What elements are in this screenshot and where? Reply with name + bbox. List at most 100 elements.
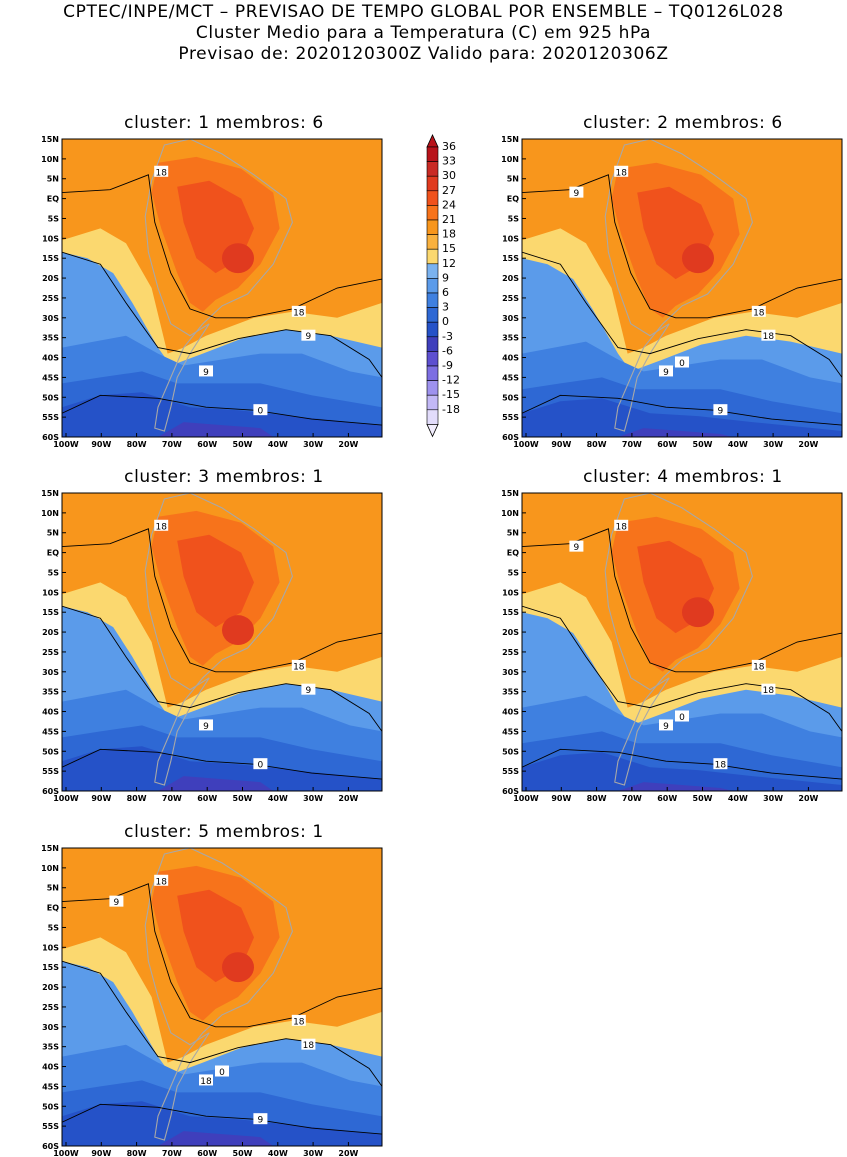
lat-tick-label: 10S <box>502 588 519 597</box>
map-panel-1: 18 18 9 9 0 15N 10N 5N EQ 5S 10S 15S 20S 25S 30S 35S 40S… <box>41 135 383 449</box>
lat-tick-label: EQ <box>507 195 519 204</box>
contour-label: 9 <box>569 540 584 553</box>
panel-2-title: cluster: 2 membros: 6 <box>583 113 783 133</box>
lat-tick-label: 20S <box>42 274 59 283</box>
lat-tick-label: 60S <box>42 433 59 442</box>
contour-line <box>62 1103 382 1135</box>
temperature-field: 18 18 9 9 0 <box>62 493 382 791</box>
contour-line <box>62 605 382 732</box>
contour-label: 18 <box>614 165 629 178</box>
colorbar-swatch <box>426 161 439 177</box>
lat-tick-label: 55S <box>502 767 519 776</box>
panel-4-title: cluster: 4 membros: 1 <box>583 467 783 487</box>
lon-tick-label: 60W <box>657 794 677 803</box>
svg-text:18: 18 <box>615 522 627 532</box>
lat-tick-label: 30S <box>42 668 59 677</box>
lat-tick-label: 5S <box>508 568 520 577</box>
map-panel-5: 18 18 18 18 9 9 0 15N 10N 5N EQ 5S 10S 15S 20S 25S 30S 35… <box>41 844 383 1157</box>
colorbar-label: 0 <box>442 315 449 328</box>
contour-label: 18 <box>761 329 776 342</box>
contour-label: 18 <box>751 305 766 318</box>
svg-text:18: 18 <box>763 686 775 696</box>
lon-tick-label: 50W <box>693 794 713 803</box>
hot-spot <box>222 952 254 983</box>
hot-spot <box>222 243 254 274</box>
colorbar-swatch <box>426 190 439 206</box>
svg-text:18: 18 <box>200 1077 212 1087</box>
lat-tick-label: 25S <box>502 294 519 303</box>
lon-tick-label: 50W <box>233 1149 253 1157</box>
map-frame <box>61 492 383 792</box>
contour-label: 18 <box>154 165 169 178</box>
lat-tick-label: 20S <box>502 628 519 637</box>
lon-tick-label: 80W <box>127 440 147 449</box>
lat-tick-label: 45S <box>42 373 59 382</box>
lat-tick-label: 50S <box>42 1102 59 1111</box>
svg-text:18: 18 <box>715 761 727 771</box>
map-panel-4: 1818189189015N10N5NEQ5S10S15S20S25S30S35… <box>501 489 843 803</box>
lat-tick-label: 10S <box>42 943 59 952</box>
map-panel-2: 181818999015N10N5NEQ5S10S15S20S25S30S35S… <box>501 135 843 449</box>
continent-outline <box>144 493 293 786</box>
contour-line <box>522 174 842 319</box>
continent-outline <box>144 848 293 1141</box>
colorbar-top-arrow <box>426 134 439 148</box>
colorbar-label: 30 <box>442 169 456 182</box>
colorbar-label: 24 <box>442 198 456 211</box>
lat-tick-label: EQ <box>47 549 59 558</box>
colorbar-swatch <box>426 351 439 367</box>
map-panel-3: 18 18 9 9 0 15N 10N 5N EQ 5S 10S 15S 20S 25S 30S 35S 40S… <box>41 489 383 803</box>
shaded-region-r27 <box>177 534 254 628</box>
shaded-region-p1 <box>158 776 274 791</box>
contour-label: 18 <box>713 758 728 771</box>
lon-tick-label: 20W <box>798 794 818 803</box>
lat-tick-label: 15N <box>41 844 59 853</box>
colorbar-swatch <box>426 248 439 265</box>
lat-tick-label: 5S <box>48 568 60 577</box>
lat-tick-label: 55S <box>42 413 59 422</box>
panel-3-title: cluster: 3 membros: 1 <box>124 467 324 487</box>
shaded-region-p1 <box>158 1131 274 1146</box>
lon-tick-label: 60W <box>197 794 217 803</box>
svg-text:9: 9 <box>718 407 724 417</box>
contour-label: 0 <box>253 404 268 417</box>
lon-tick-label: 70W <box>162 794 182 803</box>
contour-line <box>62 251 382 378</box>
contour-label: 9 <box>301 683 316 696</box>
lat-tick-label: 35S <box>42 334 59 343</box>
shaded-region-b0 <box>522 398 842 437</box>
lat-tick-label: 55S <box>502 413 519 422</box>
lat-tick-label: 50S <box>502 747 519 756</box>
svg-text:9: 9 <box>258 1116 264 1126</box>
lat-tick-label: 10S <box>502 234 519 243</box>
shaded-region-p1 <box>618 428 734 437</box>
lon-tick-label: 80W <box>587 794 607 803</box>
contour-label: 0 <box>675 710 689 723</box>
continent-outline <box>604 139 753 432</box>
lon-tick-label: 70W <box>162 1149 182 1157</box>
contour-label: 9 <box>199 719 213 732</box>
svg-text:0: 0 <box>679 359 685 369</box>
contour-label: 0 <box>675 356 689 369</box>
lon-tick-label: 20W <box>338 1149 358 1157</box>
contour-label: 0 <box>215 1065 229 1078</box>
svg-text:18: 18 <box>615 168 627 178</box>
svg-text:9: 9 <box>306 686 312 696</box>
lon-tick-label: 20W <box>798 440 818 449</box>
colorbar-label: 18 <box>442 228 456 241</box>
colorbar-swatch <box>426 409 439 425</box>
colorbar-bottom-arrow <box>426 423 439 438</box>
contour-line <box>62 960 382 1087</box>
lat-tick-label: 55S <box>42 1122 59 1131</box>
lon-tick-label: 30W <box>763 794 783 803</box>
lat-tick-label: 10S <box>42 588 59 597</box>
colorbar-swatch <box>426 394 439 411</box>
colorbar-swatch <box>426 292 439 308</box>
lat-tick-label: 5S <box>48 214 60 223</box>
contour-line <box>522 528 842 673</box>
lat-tick-label: 50S <box>42 747 59 756</box>
lon-tick-label: 40W <box>268 794 288 803</box>
contour-label: 0 <box>253 758 268 771</box>
lon-tick-label: 80W <box>127 794 147 803</box>
lat-tick-label: 10N <box>41 864 59 873</box>
